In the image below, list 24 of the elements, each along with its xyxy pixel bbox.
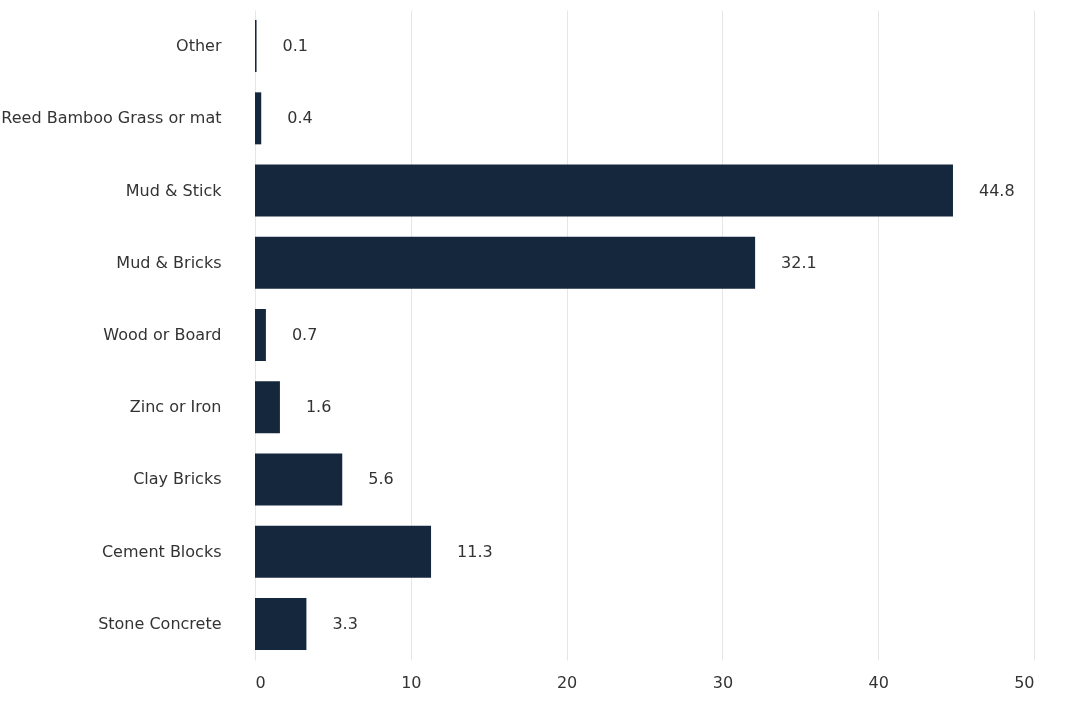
y-tick-label: Zinc or Iron bbox=[129, 397, 222, 417]
y-tick-label: Cement Blocks bbox=[101, 541, 222, 561]
data-label: 0.4 bbox=[287, 108, 313, 128]
data-label: 44.8 bbox=[978, 180, 1015, 200]
y-tick-label: Stone Concrete bbox=[98, 613, 222, 633]
data-label: 3.3 bbox=[332, 613, 358, 633]
x-tick-label: 50 bbox=[1014, 672, 1035, 692]
y-tick-label: Other bbox=[176, 36, 222, 56]
y-tick-label: Reed Bamboo Grass or mat bbox=[1, 108, 222, 128]
y-tick-label: Mud & Bricks bbox=[116, 252, 222, 272]
y-tick-label: Wood or Board bbox=[103, 325, 222, 344]
x-tick-label: 20 bbox=[556, 672, 578, 692]
data-label: 11.3 bbox=[457, 541, 493, 561]
x-tick-label: 40 bbox=[868, 672, 889, 692]
data-label: 5.6 bbox=[368, 469, 394, 489]
data-label: 1.6 bbox=[305, 397, 332, 417]
x-tick-label: 10 bbox=[401, 672, 422, 692]
data-label: 0.1 bbox=[282, 36, 309, 56]
y-tick-label: Mud & Stick bbox=[125, 180, 223, 200]
x-tick-label: 30 bbox=[712, 672, 734, 692]
y-tick-label: Clay Bricks bbox=[133, 469, 222, 489]
data-label: 32.1 bbox=[781, 252, 817, 272]
x-tick-label: 0 bbox=[255, 672, 266, 692]
data-label: 0.7 bbox=[291, 325, 318, 344]
